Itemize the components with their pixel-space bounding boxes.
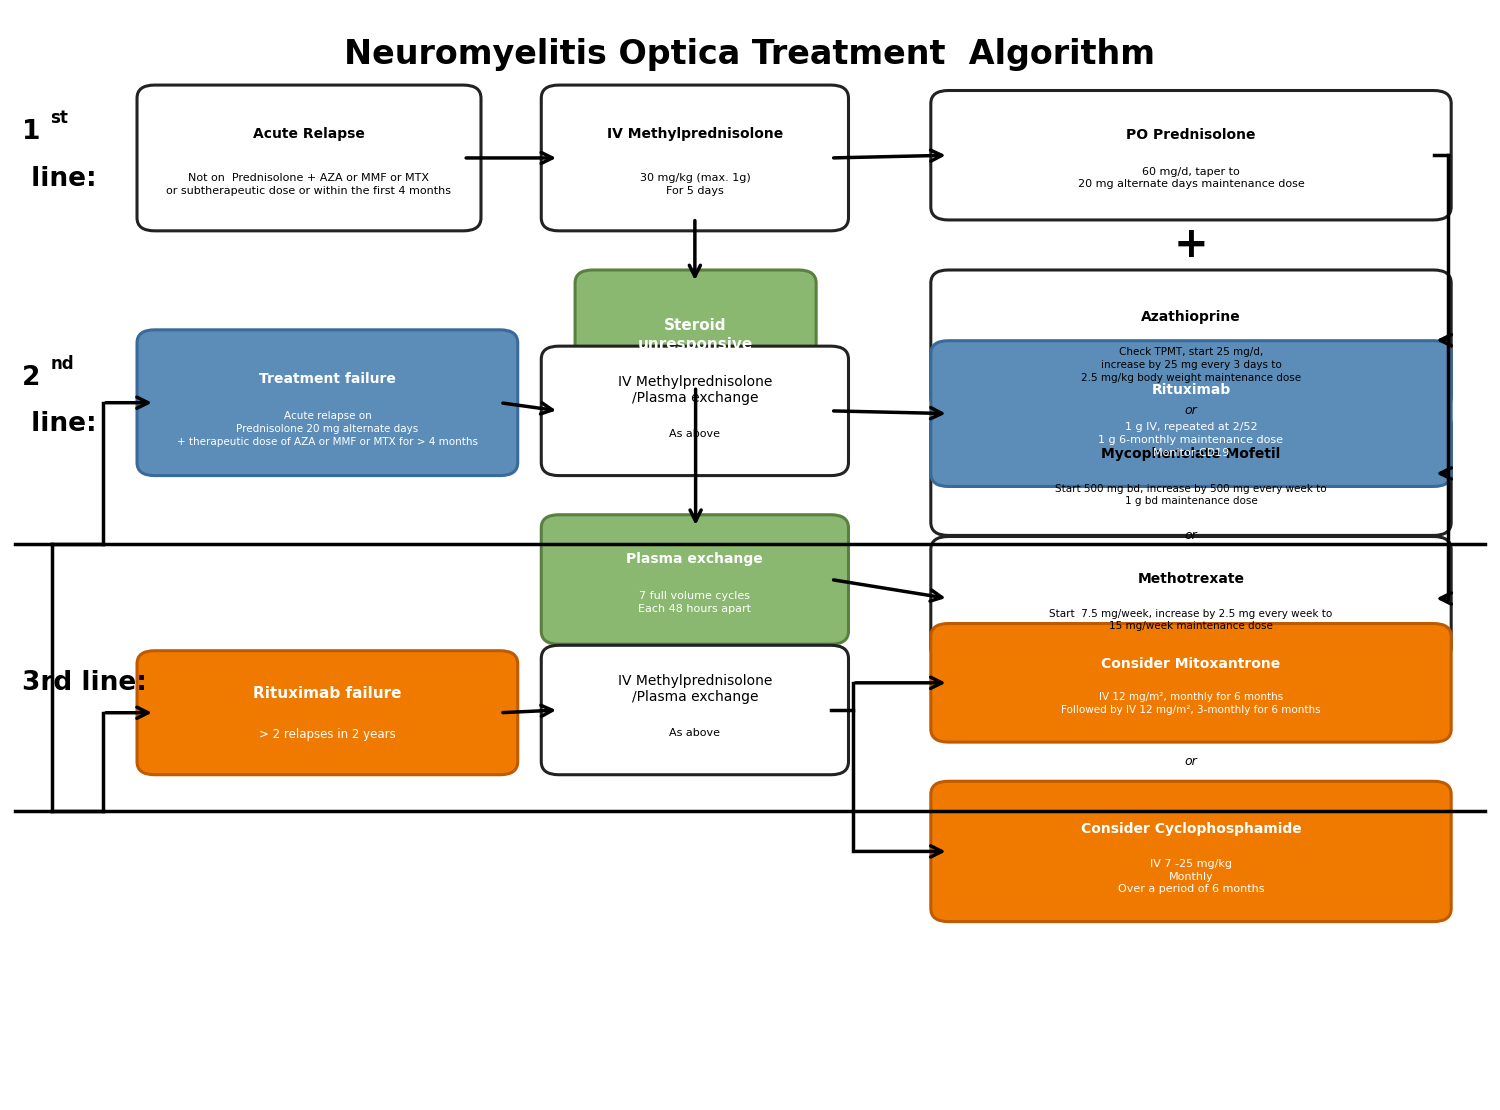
- Text: nd: nd: [51, 355, 74, 373]
- Text: Mycophenolate Mofetil: Mycophenolate Mofetil: [1101, 447, 1281, 461]
- Text: IV 12 mg/m², monthly for 6 months
Followed by IV 12 mg/m², 3-monthly for 6 month: IV 12 mg/m², monthly for 6 months Follow…: [1060, 692, 1322, 715]
- FancyBboxPatch shape: [136, 330, 518, 475]
- FancyBboxPatch shape: [542, 645, 849, 775]
- Text: Check TPMT, start 25 mg/d,
increase by 25 mg every 3 days to
2.5 mg/kg body weig: Check TPMT, start 25 mg/d, increase by 2…: [1082, 347, 1300, 383]
- Text: Steroid
unresponsive: Steroid unresponsive: [638, 317, 753, 352]
- Text: 3rd line:: 3rd line:: [22, 670, 147, 696]
- Text: Rituximab: Rituximab: [1152, 383, 1230, 396]
- Text: Neuromyelitis Optica Treatment  Algorithm: Neuromyelitis Optica Treatment Algorithm: [345, 38, 1155, 71]
- Text: Treatment failure: Treatment failure: [260, 372, 396, 386]
- Text: IV Methylprednisolone
/Plasma exchange: IV Methylprednisolone /Plasma exchange: [618, 674, 772, 705]
- FancyBboxPatch shape: [542, 346, 849, 475]
- Text: Acute Relapse: Acute Relapse: [254, 127, 364, 141]
- FancyBboxPatch shape: [932, 781, 1450, 921]
- FancyBboxPatch shape: [542, 515, 849, 644]
- Text: Methotrexate: Methotrexate: [1137, 572, 1245, 586]
- FancyBboxPatch shape: [932, 341, 1450, 486]
- Text: IV Methylprednisolone
/Plasma exchange: IV Methylprednisolone /Plasma exchange: [618, 375, 772, 405]
- FancyBboxPatch shape: [542, 85, 849, 231]
- Text: Plasma exchange: Plasma exchange: [627, 552, 764, 566]
- Text: Start 500 mg bd, increase by 500 mg every week to
1 g bd maintenance dose: Start 500 mg bd, increase by 500 mg ever…: [1054, 484, 1328, 506]
- Text: IV Methylprednisolone: IV Methylprednisolone: [606, 127, 783, 141]
- Text: 30 mg/kg (max. 1g)
For 5 days: 30 mg/kg (max. 1g) For 5 days: [639, 173, 750, 195]
- Text: 1 g IV, repeated at 2/52
1 g 6-monthly maintenance dose
Monitor CD19: 1 g IV, repeated at 2/52 1 g 6-monthly m…: [1098, 422, 1284, 457]
- Text: > 2 relapses in 2 years: > 2 relapses in 2 years: [260, 728, 396, 740]
- FancyBboxPatch shape: [932, 270, 1450, 411]
- Text: 1: 1: [22, 119, 40, 145]
- FancyBboxPatch shape: [932, 624, 1450, 743]
- FancyBboxPatch shape: [932, 91, 1450, 220]
- Text: Azathioprine: Azathioprine: [1142, 311, 1240, 324]
- FancyBboxPatch shape: [136, 85, 482, 231]
- Text: 60 mg/d, taper to
20 mg alternate days maintenance dose: 60 mg/d, taper to 20 mg alternate days m…: [1077, 166, 1305, 190]
- Text: st: st: [51, 110, 68, 128]
- Text: or: or: [1185, 755, 1197, 768]
- FancyBboxPatch shape: [932, 412, 1450, 535]
- Text: As above: As above: [669, 728, 720, 738]
- Text: or: or: [1185, 529, 1197, 542]
- Text: Rituximab failure: Rituximab failure: [254, 686, 402, 700]
- Text: or: or: [1185, 404, 1197, 417]
- Text: +: +: [1173, 224, 1209, 266]
- Text: IV 7 -25 mg/kg
Monthly
Over a period of 6 months: IV 7 -25 mg/kg Monthly Over a period of …: [1118, 859, 1264, 895]
- Text: line:: line:: [22, 165, 98, 192]
- Text: line:: line:: [22, 412, 98, 437]
- Text: Start  7.5 mg/week, increase by 2.5 mg every week to
15 mg/week maintenance dose: Start 7.5 mg/week, increase by 2.5 mg ev…: [1050, 608, 1332, 632]
- Text: Not on  Prednisolone + AZA or MMF or MTX
or subtherapeutic dose or within the fi: Not on Prednisolone + AZA or MMF or MTX …: [166, 173, 452, 195]
- FancyBboxPatch shape: [932, 536, 1450, 660]
- FancyBboxPatch shape: [574, 270, 816, 400]
- FancyBboxPatch shape: [136, 650, 518, 775]
- Text: Acute relapse on
Prednisolone 20 mg alternate days
+ therapeutic dose of AZA or : Acute relapse on Prednisolone 20 mg alte…: [177, 411, 478, 447]
- Text: Consider Mitoxantrone: Consider Mitoxantrone: [1101, 657, 1281, 672]
- Text: 2: 2: [22, 365, 40, 391]
- Text: As above: As above: [669, 428, 720, 438]
- Text: PO Prednisolone: PO Prednisolone: [1126, 128, 1256, 142]
- Text: Consider Cyclophosphamide: Consider Cyclophosphamide: [1080, 821, 1302, 836]
- Text: 7 full volume cycles
Each 48 hours apart: 7 full volume cycles Each 48 hours apart: [639, 591, 752, 614]
